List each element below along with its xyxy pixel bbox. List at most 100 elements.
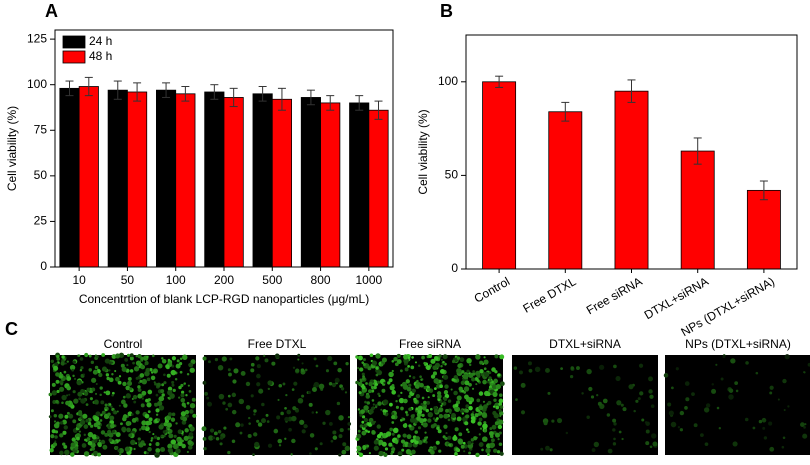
bar [482, 81, 517, 270]
cell [309, 452, 312, 455]
cell [331, 382, 337, 388]
cell [178, 361, 183, 366]
cell [402, 433, 407, 438]
cell [368, 389, 372, 394]
cell [282, 382, 286, 386]
cell [648, 376, 653, 382]
cell [417, 364, 421, 367]
cell [371, 420, 376, 425]
cell [407, 442, 413, 448]
cell [447, 418, 451, 422]
cell [124, 446, 131, 452]
cell [207, 401, 213, 407]
cell [422, 422, 428, 428]
cell [87, 421, 92, 426]
cell [206, 396, 210, 400]
cell [419, 383, 424, 388]
cell [54, 430, 59, 434]
cell [342, 442, 347, 447]
cell [401, 381, 407, 387]
cell [419, 375, 422, 379]
cell [417, 439, 423, 445]
cell [128, 433, 133, 438]
cell [89, 397, 93, 401]
cell [126, 427, 131, 433]
cell [411, 356, 414, 359]
cell [140, 403, 145, 408]
cell [679, 410, 685, 416]
cell [367, 422, 373, 427]
cell [97, 452, 102, 457]
bar [252, 93, 273, 268]
cell [192, 413, 197, 418]
cell [284, 437, 287, 440]
cell [470, 377, 476, 382]
cell [612, 442, 617, 446]
cell [187, 445, 193, 450]
cell [109, 415, 115, 421]
x-tick-label: 50 [121, 273, 135, 287]
cell [467, 440, 472, 445]
cell [129, 369, 134, 373]
image-label: NPs (DTXL+siRNA) [685, 337, 791, 351]
cell [263, 354, 266, 358]
cell [401, 448, 405, 452]
cell [391, 447, 396, 452]
cell [104, 432, 109, 437]
cell [123, 403, 128, 408]
cell [363, 405, 369, 411]
cell [400, 418, 403, 422]
cell [110, 423, 115, 429]
y-tick-label: 50 [34, 168, 48, 182]
cell [60, 361, 65, 366]
cell [125, 421, 131, 427]
cell [463, 444, 468, 449]
cell [711, 383, 714, 386]
cell [442, 354, 448, 360]
cell [313, 381, 320, 388]
cell [78, 397, 81, 401]
cell [602, 398, 608, 404]
cell [458, 386, 463, 392]
cell [728, 394, 734, 400]
cell [137, 441, 141, 444]
cell [180, 383, 184, 388]
cell [189, 426, 195, 432]
cell [131, 413, 134, 416]
cell [667, 402, 672, 407]
cell [376, 424, 381, 429]
cell [119, 453, 122, 456]
cell [381, 441, 387, 447]
cell [458, 432, 463, 437]
cell [402, 417, 406, 421]
cell [490, 438, 495, 443]
cell [395, 405, 399, 409]
cell [72, 374, 75, 378]
cell [613, 364, 617, 369]
cell [51, 382, 56, 387]
cell [120, 422, 123, 426]
cell [253, 432, 258, 437]
cell [63, 358, 66, 361]
cell [515, 398, 518, 401]
cell [361, 361, 365, 364]
cell [77, 391, 83, 397]
cell [156, 382, 161, 388]
cell [457, 363, 462, 369]
cell [637, 397, 641, 401]
cell [461, 412, 465, 415]
cell [50, 359, 55, 364]
cell [140, 364, 146, 370]
cell [364, 400, 367, 404]
cell [167, 443, 173, 449]
cell [371, 430, 376, 435]
cell [332, 430, 337, 435]
cell [755, 371, 759, 375]
cell [98, 439, 101, 442]
cell [48, 392, 53, 397]
cell [215, 436, 220, 441]
cell [248, 422, 251, 425]
cell [408, 375, 412, 378]
cell [158, 405, 165, 411]
cell [315, 411, 318, 414]
